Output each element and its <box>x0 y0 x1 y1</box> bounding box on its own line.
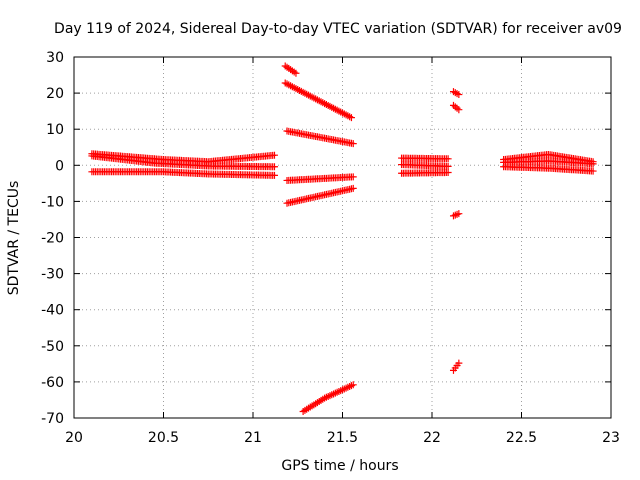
data-point <box>292 69 300 77</box>
axis-ticks: 20 20.5 21 21.5 22 22.5 23 30 20 10 0 -10 -20 -30 -40 -… <box>41 50 620 446</box>
x-tick-label: 21 <box>244 430 262 446</box>
data-point <box>347 114 355 122</box>
series-prn-m-22h-top <box>449 88 463 99</box>
x-tick-label: 20 <box>65 430 83 446</box>
chart-title: Day 119 of 2024, Sidereal Day-to-day VTE… <box>54 21 622 37</box>
data-point <box>444 162 452 170</box>
series-prn-b-lower <box>88 168 278 179</box>
y-tick-label: 0 <box>55 158 64 174</box>
x-tick-label: 22 <box>423 430 441 446</box>
data-point <box>270 163 278 171</box>
x-tick-label: 20.5 <box>148 430 179 446</box>
y-tick-label: -70 <box>41 411 64 427</box>
x-tick-label: 22.5 <box>506 430 537 446</box>
y-tick-label: 20 <box>46 86 64 102</box>
series-prn-e-top <box>281 62 300 77</box>
data-point <box>589 167 597 175</box>
data-point <box>444 169 452 177</box>
data-point <box>455 106 463 114</box>
y-axis-label: SDTVAR / TECUs <box>6 181 22 296</box>
data-point <box>589 160 597 168</box>
y-tick-label: 30 <box>46 50 64 66</box>
data-point <box>270 151 278 159</box>
series-prn-s-late-mid <box>500 157 597 168</box>
series-prn-d-falling <box>281 79 355 122</box>
data-point <box>349 381 357 389</box>
data-points <box>88 62 597 416</box>
data-point <box>349 140 357 148</box>
series-prn-f-positive <box>283 127 357 148</box>
series-prn-j-22h-upper <box>398 154 452 163</box>
data-point <box>270 171 278 179</box>
grid-lines <box>74 57 611 418</box>
data-point <box>455 359 463 367</box>
data-point <box>444 155 452 163</box>
series-prn-k-22h-lower <box>398 169 452 177</box>
series-prn-h-rising <box>283 184 357 207</box>
series-prn-i-deep <box>299 381 357 416</box>
series-prn-l-22h-mid <box>398 161 452 170</box>
data-point <box>349 173 357 181</box>
y-tick-label: -20 <box>41 231 64 247</box>
y-tick-label: -50 <box>41 339 64 355</box>
y-tick-label: -30 <box>41 267 64 283</box>
data-point <box>349 184 357 192</box>
series-prn-p-22h-deep <box>449 359 463 374</box>
series-prn-g-negative <box>283 173 357 184</box>
y-tick-label: -60 <box>41 375 64 391</box>
y-tick-label: 10 <box>46 122 64 138</box>
series-prn-r-late-lower <box>500 163 597 175</box>
x-axis-label: GPS time / hours <box>281 458 398 474</box>
y-tick-label: -40 <box>41 303 64 319</box>
y-tick-label: -10 <box>41 194 64 210</box>
data-point <box>455 210 463 218</box>
x-tick-label: 23 <box>602 430 620 446</box>
data-point <box>455 91 463 99</box>
series-prn-c-mid <box>88 152 278 171</box>
series-prn-n-22h-high <box>449 101 463 114</box>
series-prn-o-22h-neg <box>449 210 463 220</box>
x-tick-label: 21.5 <box>327 430 358 446</box>
